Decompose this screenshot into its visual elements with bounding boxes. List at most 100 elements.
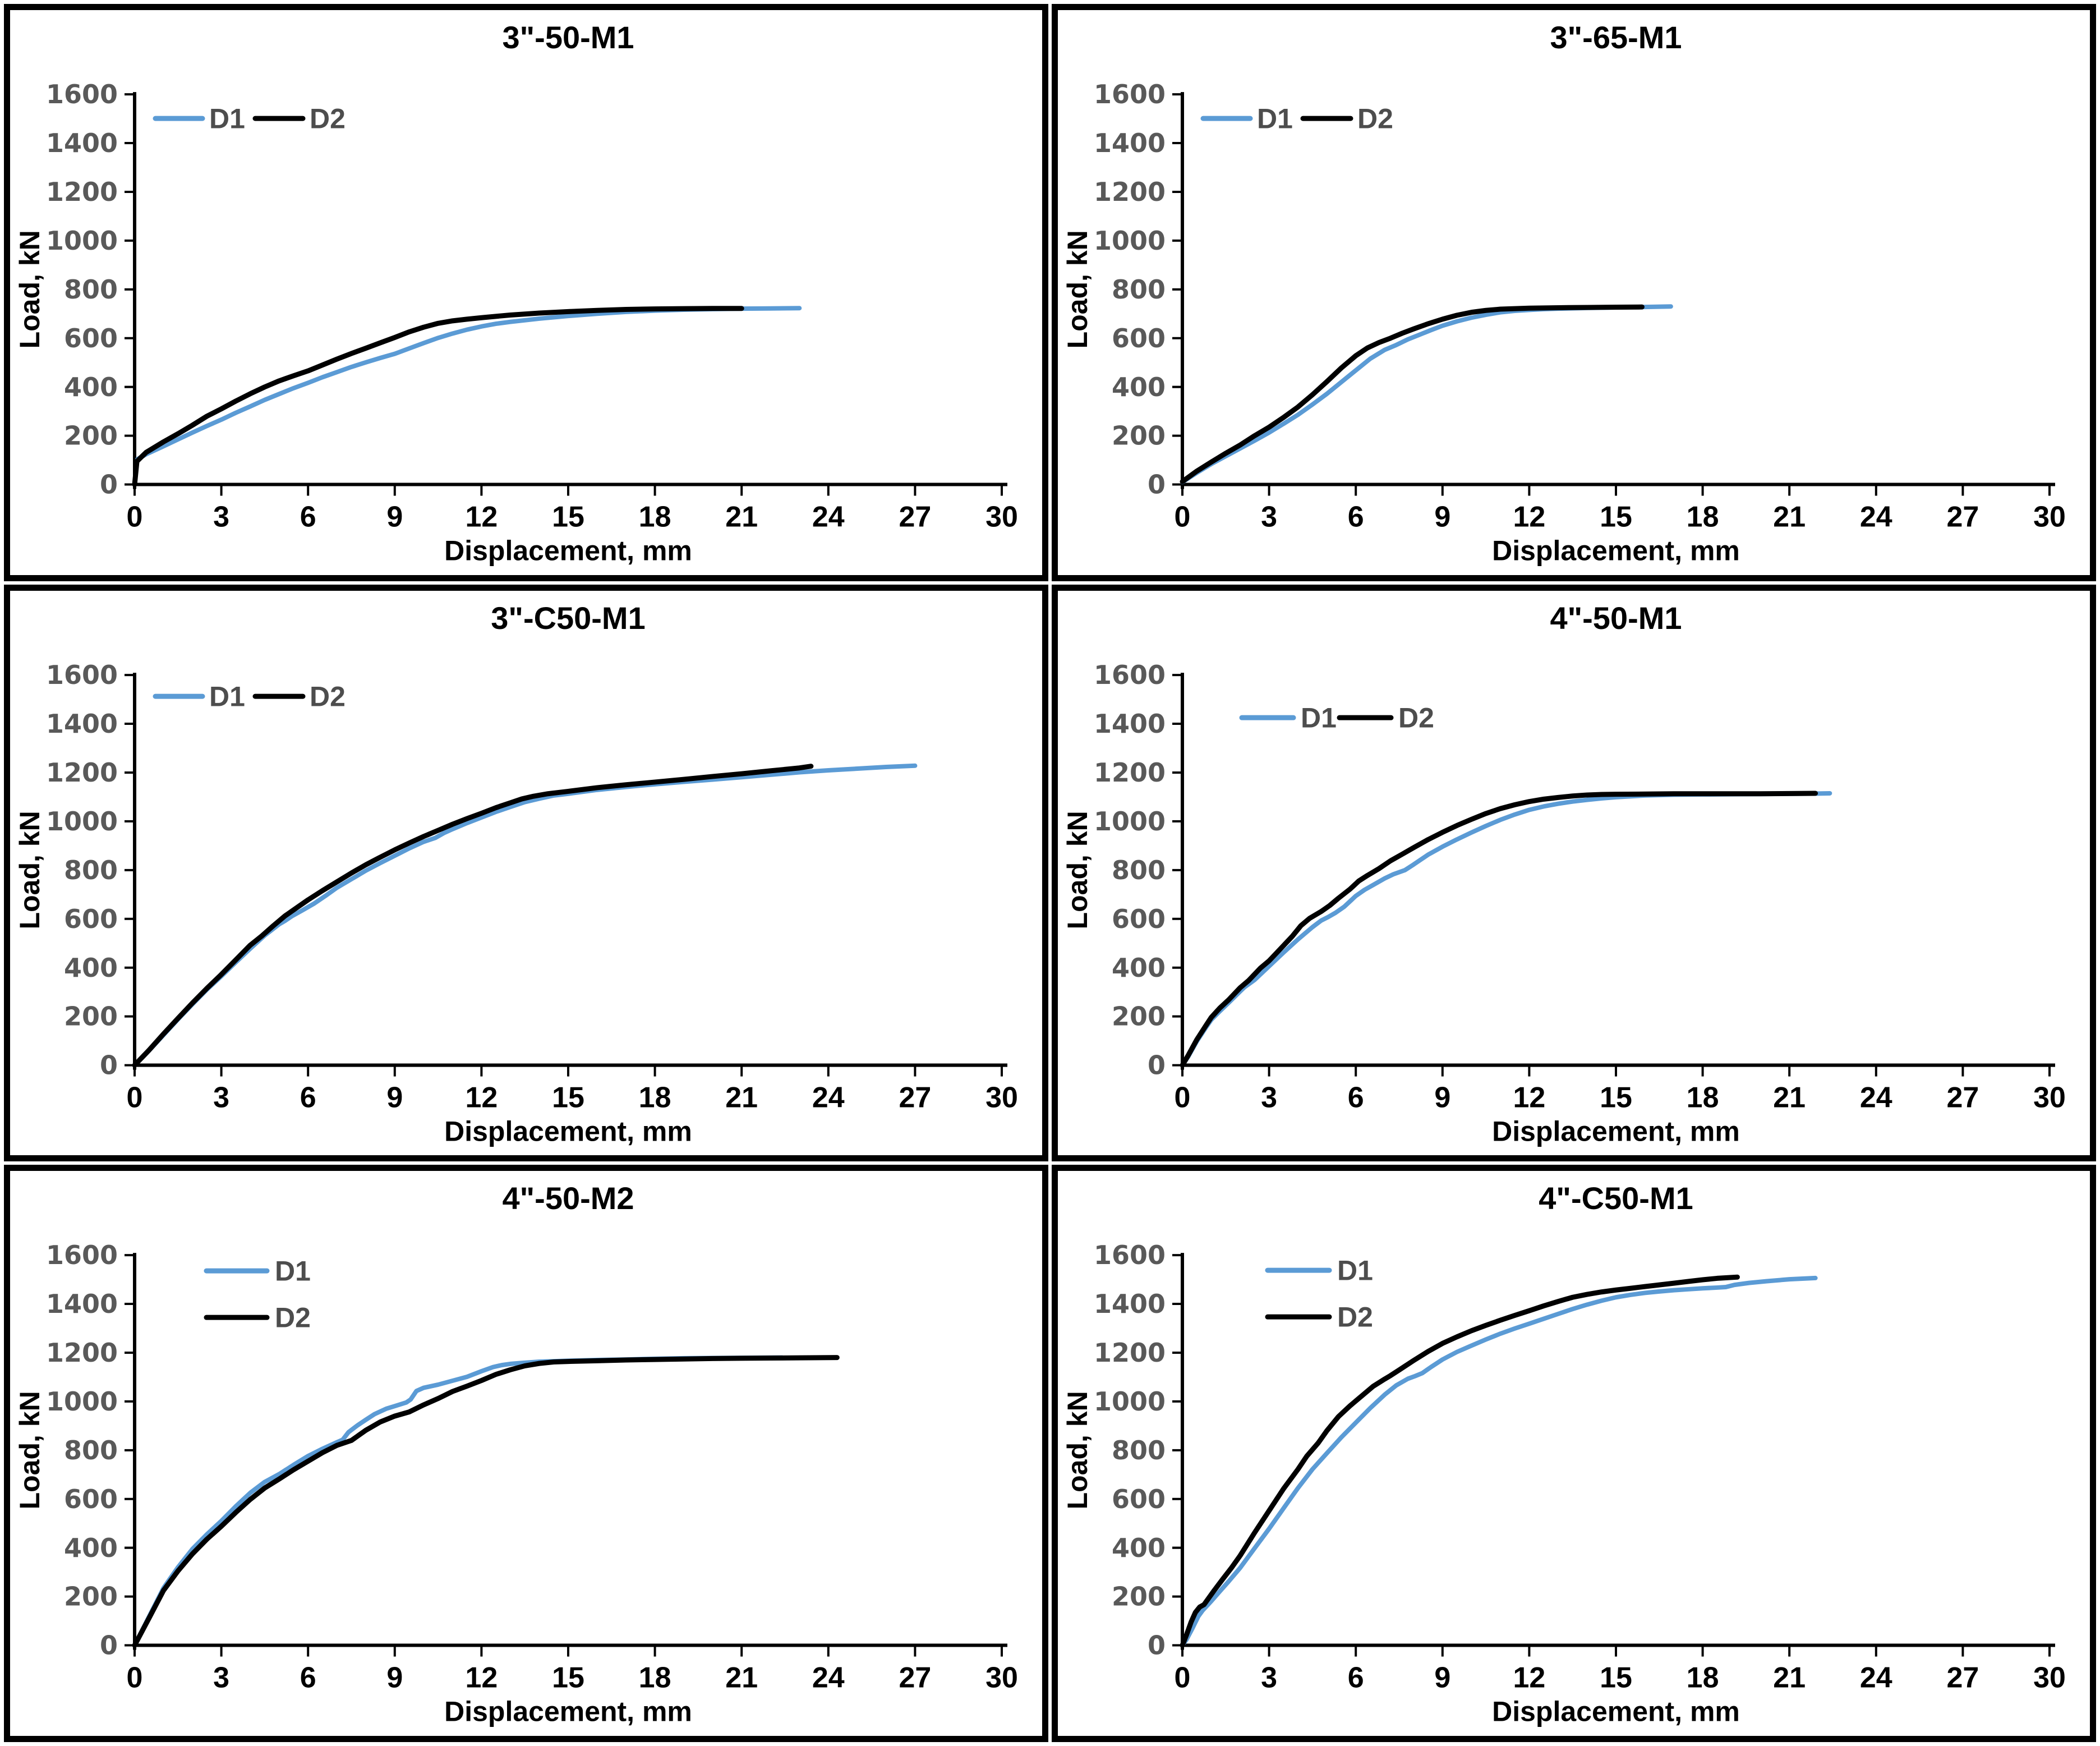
y-tick-label: 600 (1112, 323, 1166, 353)
x-tick-label: 9 (1434, 1662, 1450, 1694)
x-tick-label: 9 (386, 501, 403, 534)
y-tick-label: 1200 (46, 757, 118, 788)
x-tick-label: 6 (300, 1662, 316, 1694)
legend-label: D1 (1257, 103, 1293, 135)
chart-canvas: 4"-C50-M1 0 200 400 600 800 1000 1200 1400 1600 0 3… (1062, 1180, 2066, 1727)
x-tick-label: 15 (552, 1081, 584, 1114)
x-tick-label: 30 (2033, 501, 2066, 534)
y-tick-label: 1000 (1094, 806, 1166, 837)
y-tick-label: 200 (64, 1001, 118, 1031)
y-axis-title: Load, kN (1062, 811, 1093, 929)
x-tick-label: 21 (725, 1662, 758, 1694)
x-tick-label: 21 (1773, 501, 1806, 534)
y-tick-label: 0 (100, 470, 118, 500)
y-tick-label: 400 (1112, 372, 1166, 402)
x-tick-label: 12 (465, 1081, 498, 1114)
legend-label: D2 (1357, 103, 1393, 135)
y-tick-label: 1000 (46, 806, 118, 837)
y-tick-label: 1400 (46, 128, 118, 158)
chart-title: 4"-50-M1 (1550, 600, 1682, 636)
series-d2-line (132, 306, 744, 488)
x-axis-title: Displacement, mm (444, 1696, 692, 1727)
y-tick-label: 1200 (46, 1338, 118, 1368)
chart-panel: 3"-50-M1 0 200 400 600 800 1000 1200 1400 1600 0 3 6… (4, 4, 1048, 581)
x-tick-label: 21 (725, 1081, 758, 1114)
x-tick-label: 3 (1261, 1081, 1277, 1114)
x-tick-label: 3 (1261, 1662, 1277, 1694)
legend-label: D2 (1398, 702, 1434, 733)
x-tick-label: 27 (1946, 501, 1979, 534)
legend-label: D1 (209, 681, 245, 712)
y-tick-label: 1000 (46, 226, 118, 256)
y-tick-label: 400 (64, 372, 118, 402)
y-axis-title: Load, kN (1062, 230, 1093, 348)
x-tick-label: 21 (725, 501, 758, 534)
x-tick-label: 12 (1513, 1662, 1545, 1694)
x-tick-label: 9 (386, 1662, 403, 1694)
x-tick-label: 30 (985, 1081, 1018, 1114)
y-tick-label: 1400 (46, 709, 118, 739)
x-tick-label: 6 (1348, 1081, 1364, 1114)
legend-label: D1 (1337, 1255, 1373, 1286)
legend-label: D2 (1337, 1302, 1373, 1333)
x-tick-label: 24 (1860, 1662, 1892, 1694)
chart-panel: 4"-50-M1 0 200 400 600 800 1000 1200 1400 1600 0 3 6… (1052, 584, 2096, 1162)
x-tick-label: 6 (1348, 501, 1364, 534)
x-tick-label: 30 (2033, 1081, 2066, 1114)
y-tick-label: 200 (1112, 421, 1166, 451)
series-d2-line (132, 763, 814, 1068)
y-tick-label: 400 (64, 1533, 118, 1563)
x-tick-label: 18 (639, 501, 671, 534)
series-d1-line (1180, 304, 1673, 485)
y-axis-title: Load, kN (14, 1391, 45, 1510)
y-tick-label: 1400 (1094, 709, 1166, 739)
x-tick-label: 27 (1946, 1081, 1979, 1114)
chart-canvas: 3"-65-M1 0 200 400 600 800 1000 1200 1400 1600 0 3 6… (1062, 20, 2066, 567)
y-tick-label: 400 (64, 952, 118, 982)
y-tick-label: 800 (1112, 1435, 1166, 1465)
x-tick-label: 0 (127, 501, 143, 534)
x-tick-label: 12 (1513, 1081, 1545, 1114)
x-tick-label: 0 (1175, 501, 1191, 534)
chart-canvas: 3"-50-M1 0 200 400 600 800 1000 1200 1400 1600 0 3 6… (14, 20, 1018, 567)
y-tick-label: 800 (1112, 274, 1166, 305)
x-tick-label: 15 (552, 501, 584, 534)
series-d1-line (1180, 791, 1832, 1068)
y-tick-label: 800 (64, 855, 118, 885)
legend-label: D1 (275, 1256, 311, 1287)
y-tick-label: 0 (1148, 470, 1166, 500)
x-axis-title: Displacement, mm (444, 1115, 692, 1147)
x-tick-label: 0 (1175, 1662, 1191, 1694)
chart-panel: 4"-C50-M1 0 200 400 600 800 1000 1200 1400 1600 0 3… (1052, 1165, 2096, 1742)
y-tick-label: 400 (1112, 952, 1166, 982)
y-tick-label: 600 (1112, 1484, 1166, 1514)
series-d2-line (132, 1355, 840, 1648)
y-tick-label: 1400 (46, 1289, 118, 1319)
y-tick-label: 0 (100, 1050, 118, 1080)
x-tick-label: 9 (386, 1081, 403, 1114)
chart-title: 3"-50-M1 (502, 20, 634, 55)
x-axis-title: Displacement, mm (1492, 1115, 1740, 1147)
x-tick-label: 15 (1600, 1081, 1632, 1114)
y-tick-label: 1600 (1094, 660, 1166, 690)
x-tick-label: 6 (300, 1081, 316, 1114)
y-tick-label: 1000 (1094, 1386, 1166, 1417)
x-tick-label: 9 (1434, 1081, 1450, 1114)
y-tick-label: 200 (64, 421, 118, 451)
chart-canvas: 4"-50-M1 0 200 400 600 800 1000 1200 1400 1600 0 3 6… (1062, 600, 2066, 1147)
x-tick-label: 15 (1600, 1662, 1632, 1694)
y-tick-label: 600 (64, 904, 118, 934)
legend-label: D1 (209, 103, 245, 135)
series-d1-line (132, 763, 918, 1068)
y-tick-label: 1600 (46, 1240, 118, 1271)
y-tick-label: 1600 (46, 79, 118, 109)
y-tick-label: 1600 (1094, 79, 1166, 109)
x-tick-label: 27 (899, 1662, 931, 1694)
x-tick-label: 12 (1513, 501, 1545, 534)
chart-panel: 4"-50-M2 0 200 400 600 800 1000 1200 1400 1600 0 3 6… (4, 1165, 1048, 1742)
y-axis-title: Load, kN (14, 811, 45, 929)
x-axis-title: Displacement, mm (444, 535, 692, 567)
legend-label: D2 (310, 103, 346, 135)
x-tick-label: 30 (985, 1662, 1018, 1694)
